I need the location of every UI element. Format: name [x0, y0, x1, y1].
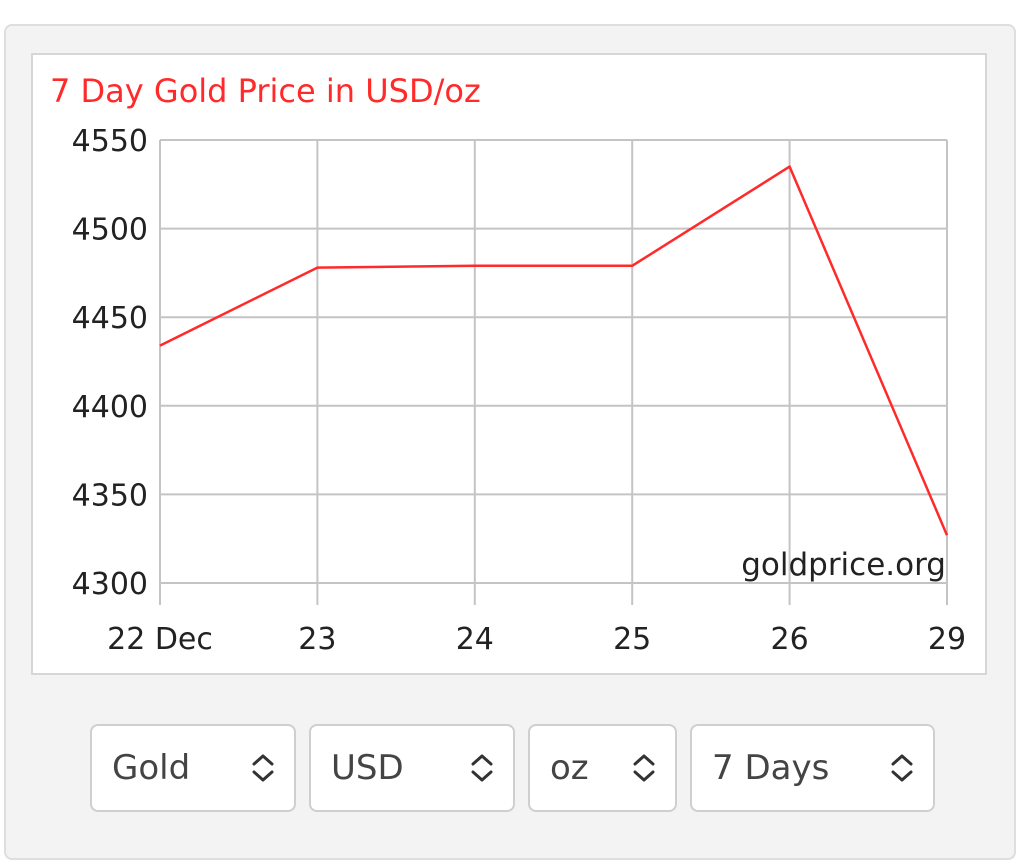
chart-watermark: goldprice.org [741, 547, 946, 583]
x-tick-label: 22 Dec [107, 622, 213, 657]
chevron-up-down-icon [891, 754, 913, 782]
chart-grid [159, 139, 948, 605]
metal-select-value: Gold [112, 748, 191, 788]
y-axis: 4550 4500 4450 4400 4350 4300 [72, 124, 148, 602]
y-tick-label: 4350 [72, 478, 148, 513]
period-select-value: 7 Days [712, 748, 830, 788]
chart-frame: 7 Day Gold Price in USD/oz 4550 4500 4450 4… [31, 53, 987, 675]
x-tick-label: 23 [298, 622, 336, 657]
x-tick-label: 26 [771, 622, 809, 657]
unit-select[interactable]: oz [528, 724, 677, 812]
y-tick-label: 4500 [72, 213, 148, 248]
x-axis: 22 Dec 23 24 25 26 29 [107, 622, 966, 657]
currency-select[interactable]: USD [309, 724, 515, 812]
y-tick-label: 4400 [72, 390, 148, 425]
chevron-up-down-icon [471, 754, 493, 782]
gold-price-chart: 7 Day Gold Price in USD/oz 4550450044504… [50, 72, 966, 657]
unit-select-value: oz [550, 748, 589, 788]
chevron-up-down-icon [633, 754, 655, 782]
y-tick-label: 4450 [72, 301, 148, 336]
period-select[interactable]: 7 Days [690, 724, 935, 812]
x-tick-label: 29 [928, 622, 966, 657]
chart-series [159, 165, 949, 536]
y-tick-label: 4300 [72, 567, 148, 602]
x-tick-label: 25 [613, 622, 651, 657]
metal-select[interactable]: Gold [90, 724, 296, 812]
chart-title: 7 Day Gold Price in USD/oz [50, 72, 481, 110]
currency-select-value: USD [331, 748, 404, 788]
gold-price-line [159, 165, 949, 536]
chevron-up-down-icon [252, 754, 274, 782]
x-tick-label: 24 [456, 622, 494, 657]
y-tick-label: 4550 [72, 124, 148, 159]
